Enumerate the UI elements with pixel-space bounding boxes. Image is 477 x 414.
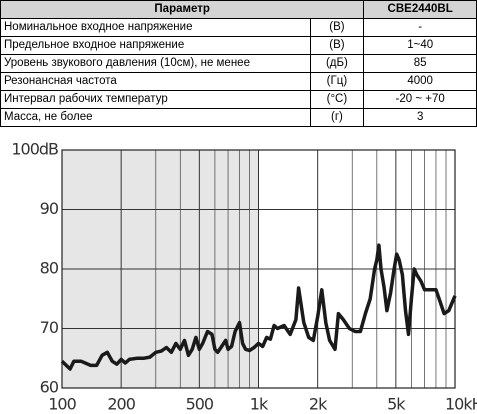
table-cell: Номинальное входное напряжение: [0, 18, 311, 37]
table-cell: Предельное входное напряжение: [0, 36, 311, 55]
table-cell: 1~40: [363, 36, 477, 55]
y-tick-label: 100dB: [11, 140, 58, 159]
y-tick-label: 90: [40, 199, 59, 218]
y-tick-label: 80: [40, 259, 59, 278]
table-cell: Уровень звукового давления (10см), не ме…: [0, 54, 311, 73]
table-row: Номинальное входное напряжение (В) -: [0, 18, 477, 37]
table-cell: (В): [309, 18, 365, 37]
x-tick-label: 5k: [387, 395, 406, 414]
table-row: Уровень звукового давления (10см), не ме…: [0, 54, 477, 73]
table-cell: (г): [309, 108, 365, 127]
spec-table: Параметр CBE2440BL Номинальное входное н…: [0, 0, 477, 127]
table-row: Предельное входное напряжение (В) 1~40: [0, 36, 477, 55]
header-row: Параметр CBE2440BL: [0, 0, 477, 19]
table-cell: (дБ): [309, 54, 365, 73]
table-row: Интервал рабочих температур (°С) -20 ~ +70: [0, 90, 477, 109]
y-tick-label: 60: [40, 378, 59, 397]
x-tick-label: 2k: [309, 395, 328, 414]
x-tick-label: 100: [48, 395, 76, 414]
table-cell: 85: [363, 54, 477, 73]
x-tick-label: 1k: [250, 395, 269, 414]
x-tick-label: 200: [107, 395, 135, 414]
table-cell: Интервал рабочих температур: [0, 90, 311, 109]
table-cell: -: [363, 18, 477, 37]
table-cell: (Гц): [309, 72, 365, 91]
response-line: [60, 243, 457, 371]
table-cell: (В): [309, 36, 365, 55]
x-tick-label: 500: [186, 395, 214, 414]
table-cell: 4000: [363, 72, 477, 91]
table-cell: -20 ~ +70: [363, 90, 477, 109]
table-cell: Масса, не более: [0, 108, 311, 127]
table-row: Резонансная частота (Гц) 4000: [0, 72, 477, 91]
header-cell: Параметр: [0, 0, 365, 19]
y-tick-label: 70: [40, 318, 59, 337]
plot-frame: [61, 149, 456, 389]
table-cell: (°С): [309, 90, 365, 109]
x-tick-label: 10kHz: [445, 395, 477, 414]
table-cell: 3: [363, 108, 477, 127]
table-row: Масса, не более (г) 3: [0, 108, 477, 127]
table-cell: Резонансная частота: [0, 72, 311, 91]
header-cell: CBE2440BL: [363, 0, 477, 19]
